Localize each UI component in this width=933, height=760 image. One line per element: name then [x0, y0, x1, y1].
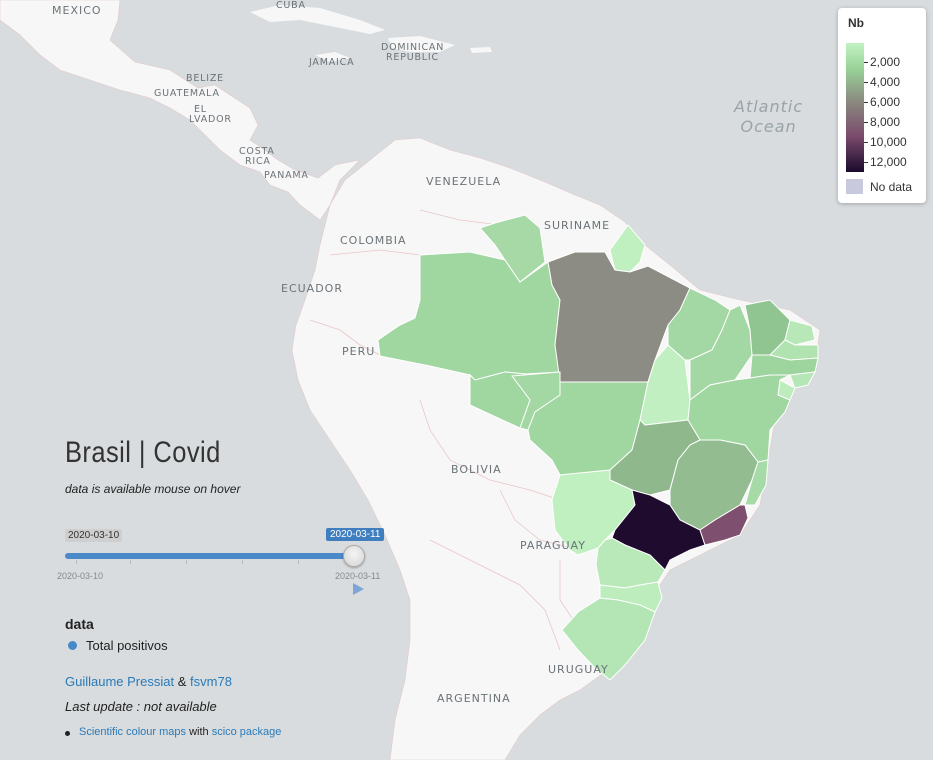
slider-current-label: 2020-03-11 — [326, 528, 385, 541]
legend-tick-label: 6,000 — [870, 95, 901, 109]
label-ecuador: ECUADOR — [281, 282, 343, 295]
central-america-land — [0, 0, 361, 221]
legend-no-data-swatch — [846, 179, 863, 194]
slider-grid-tick — [242, 560, 243, 564]
slider-min-label: 2020-03-10 — [65, 529, 123, 542]
date-slider-handle[interactable] — [343, 545, 365, 567]
label-cuba: CUBA — [276, 0, 306, 11]
label-panama: PANAMA — [264, 170, 309, 181]
map-legend: Nb 2,000 4,000 6,000 8,000 10,000 12,000… — [838, 8, 926, 203]
legend-tick — [864, 142, 868, 143]
hispaniola-land — [388, 36, 455, 52]
label-mexico: MEXICO — [52, 4, 102, 17]
legend-tick — [864, 82, 868, 83]
slider-axis-start: 2020-03-10 — [57, 571, 104, 581]
label-dominican-1: DOMINICAN — [381, 42, 445, 53]
slider-grid-tick — [130, 560, 131, 564]
label-peru: PERU — [342, 345, 376, 358]
label-atlantic-ocean: Atlantic Ocean — [734, 97, 803, 137]
legend-no-data-label: No data — [870, 180, 913, 194]
slider-axis-end: 2020-03-11 — [335, 571, 381, 581]
label-uruguay: URUGUAY — [548, 663, 609, 676]
label-jamaica: JAMAICA — [309, 57, 355, 68]
slider-grid-tick — [76, 560, 77, 564]
slider-grid-tick — [186, 560, 187, 564]
page-title: Brasil | Covid — [65, 436, 221, 469]
reference-line: Scientific colour maps with scico packag… — [79, 726, 281, 738]
label-guatemala: GUATEMALA — [154, 88, 220, 99]
label-el-salvador-2: LVADOR — [189, 114, 232, 125]
cuba-land — [250, 5, 385, 34]
label-suriname: SURINAME — [544, 219, 611, 232]
legend-tick — [864, 162, 868, 163]
reference-bullet — [65, 731, 70, 736]
state-rio-de-janeiro[interactable] — [699, 504, 749, 546]
legend-tick-label: 8,000 — [870, 115, 901, 129]
label-venezuela: VENEZUELA — [426, 175, 502, 188]
legend-tick-label: 2,000 — [870, 55, 901, 69]
author-link-fsvm78[interactable]: fsvm78 — [190, 674, 232, 689]
brazil-states-layer[interactable] — [377, 214, 819, 681]
author-link-guillaume[interactable]: Guillaume Pressiat — [65, 674, 175, 689]
ocean-label-line1: Atlantic — [734, 97, 804, 116]
legend-tick — [864, 62, 868, 63]
legend-tick — [864, 102, 868, 103]
label-argentina: ARGENTINA — [437, 692, 511, 705]
legend-color-scale — [846, 43, 864, 172]
state-alagoas[interactable] — [789, 371, 816, 389]
legend-tick-label: 12,000 — [870, 155, 907, 169]
play-button[interactable] — [353, 583, 364, 595]
label-bolivia: BOLIVIA — [451, 463, 502, 476]
jamaica-land — [315, 52, 350, 62]
state-rio-grande-do-sul[interactable] — [561, 597, 656, 681]
label-costa-rica-1: COSTA — [239, 146, 275, 157]
page-subtitle: data is available mouse on hover — [65, 482, 241, 496]
scico-package-link[interactable]: scico package — [211, 726, 282, 738]
data-series-dot[interactable] — [68, 641, 77, 650]
scientific-colour-maps-link[interactable]: Scientific colour maps — [79, 726, 186, 738]
state-roraima[interactable] — [479, 214, 546, 283]
legend-tick — [864, 122, 868, 123]
legend-title: Nb — [848, 16, 864, 30]
last-update: Last update : not available — [65, 699, 217, 714]
state-parana[interactable] — [595, 537, 666, 589]
label-colombia: COLOMBIA — [340, 234, 407, 247]
label-belize: BELIZE — [186, 73, 224, 84]
slider-grid-tick — [298, 560, 299, 564]
legend-tick-label: 10,000 — [870, 135, 907, 149]
credits-separator: & — [177, 674, 187, 689]
label-paraguay: PARAGUAY — [520, 539, 586, 552]
state-rio-grande-do-norte[interactable] — [784, 319, 816, 346]
data-heading: data — [65, 616, 94, 632]
puerto-rico-land — [470, 47, 492, 53]
date-slider-track[interactable] — [65, 553, 355, 559]
reference-with: with — [189, 726, 209, 738]
state-espirito-santo[interactable] — [744, 459, 769, 506]
label-costa-rica-2: RICA — [245, 156, 271, 167]
label-el-salvador-1: EL — [194, 104, 207, 115]
label-dominican-2: REPUBLIC — [386, 52, 439, 63]
ocean-label-line2: Ocean — [740, 117, 797, 136]
legend-tick-label: 4,000 — [870, 75, 901, 89]
credits: Guillaume Pressiat & fsvm78 — [65, 674, 232, 689]
data-series-total-positivos[interactable]: Total positivos — [86, 638, 168, 653]
state-sao-paulo[interactable] — [611, 489, 706, 571]
